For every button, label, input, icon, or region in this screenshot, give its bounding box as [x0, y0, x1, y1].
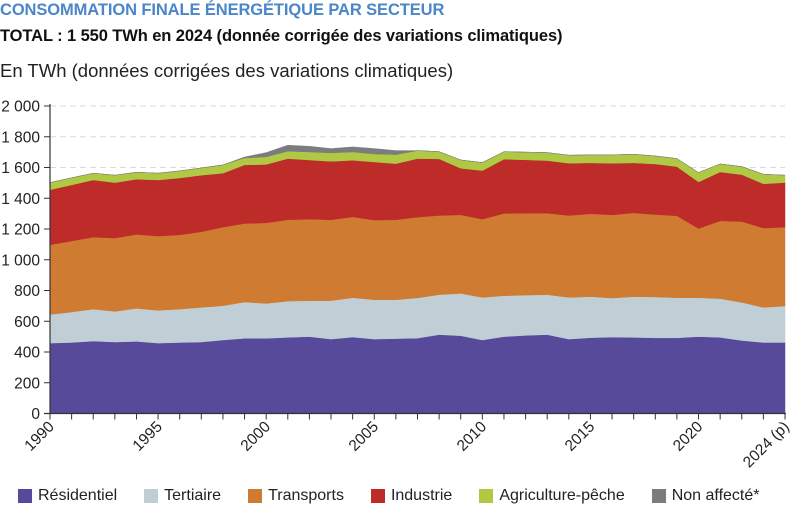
legend: Résidentiel Tertiaire Transports Industrie A…: [18, 487, 759, 505]
legend-item: Résidentiel: [18, 487, 117, 505]
area-residentiel: [49, 334, 786, 414]
chart-subtitle: TOTAL : 1 550 TWh en 2024 (donnée corrig…: [0, 27, 563, 45]
x-tick-label: 2020: [670, 418, 707, 455]
y-tick-label: 0: [31, 406, 40, 423]
legend-item: Agriculture-pêche: [479, 487, 625, 505]
area-series: [49, 144, 786, 414]
area-non-affecte: [49, 144, 786, 183]
y-tick-label: 600: [14, 314, 40, 331]
legend-label: Industrie: [390, 487, 453, 504]
legend-label: Agriculture-pêche: [499, 487, 625, 504]
legend-swatch: [479, 489, 494, 503]
x-tick-label: 2015: [562, 418, 598, 454]
y-tick-label: 1 400: [1, 191, 40, 208]
y-tick-label: 1 200: [1, 222, 40, 239]
unit-label: En TWh (données corrigées des variations…: [0, 60, 454, 81]
stacked-area-chart: 0 200 400 600 800 1 000 1 200 1 400 1 600 1 800 2 …: [1, 99, 793, 472]
y-tick-label: 800: [14, 283, 40, 300]
y-tick-label: 2 000: [1, 99, 40, 116]
legend-swatch: [370, 489, 385, 503]
legend-swatch: [144, 489, 159, 503]
x-tick-label: 2024 (p): [740, 418, 793, 471]
x-tick-label: 1990: [21, 418, 58, 455]
legend-label: Transports: [268, 487, 344, 504]
y-tick-label: 400: [14, 345, 40, 362]
chart-title: CONSOMMATION FINALE ÉNERGÉTIQUE PAR SECT…: [0, 1, 445, 19]
y-tick-label: 200: [14, 375, 40, 392]
legend-item: Industrie: [370, 487, 453, 505]
x-tick-label: 2005: [346, 418, 382, 454]
legend-item: Non affecté*: [651, 487, 760, 505]
x-tick-label: 2010: [454, 418, 491, 455]
y-tick-label: 1 800: [1, 129, 40, 146]
x-axis-ticks: 1990 1995 2000 2005 2010 2015 2020 2024 (p): [21, 413, 793, 471]
y-axis-ticks: 0 200 400 600 800 1 000 1 200 1 400 1 600 1 800 2 …: [1, 99, 50, 423]
y-tick-label: 1 000: [1, 252, 40, 269]
legend-swatch: [248, 489, 263, 503]
legend-swatch: [18, 489, 32, 503]
legend-swatch: [651, 489, 666, 503]
axes: [44, 104, 786, 415]
legend-label: Tertiaire: [164, 487, 222, 504]
legend-label: Non affecté*: [671, 487, 760, 504]
x-tick-label: 2000: [238, 418, 275, 455]
y-tick-label: 1 600: [1, 160, 40, 177]
legend-label: Résidentiel: [38, 487, 118, 504]
x-tick-label: 1995: [130, 418, 166, 454]
legend-item: Transports: [248, 487, 344, 505]
legend-item: Tertiaire: [144, 487, 221, 505]
